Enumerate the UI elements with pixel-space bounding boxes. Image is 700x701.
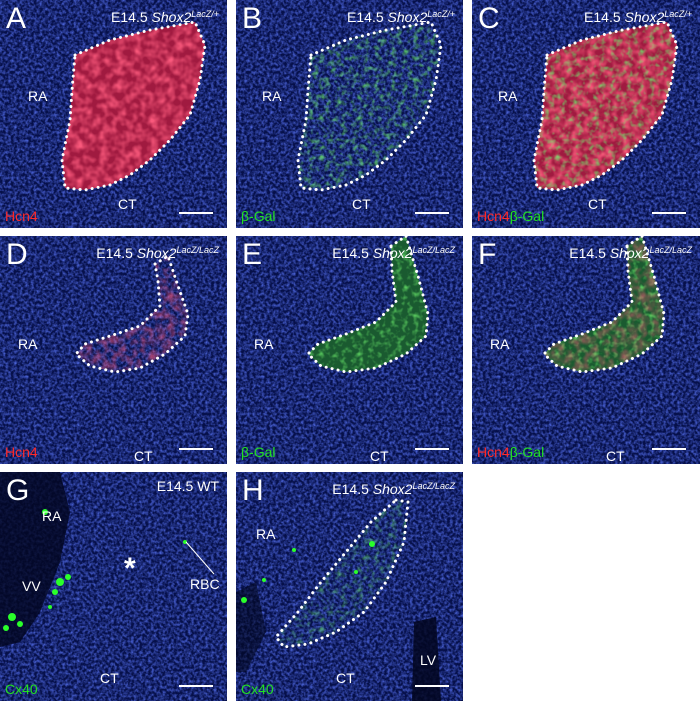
stain-label: Hcn4 [5, 208, 38, 224]
panel-b-micrograph [236, 0, 463, 228]
panel-e: E E14.5 Shox2LacZ/LacZ RA CT β-Gal [236, 236, 463, 464]
panel-letter: A [6, 2, 27, 35]
label-ct: CT [606, 448, 625, 464]
label-ra: RA [18, 336, 38, 352]
cx40-signal [3, 509, 187, 631]
scale-bar [415, 212, 449, 214]
stain-label: β-Gal [241, 444, 276, 460]
label-ct: CT [336, 670, 355, 686]
panel-title: E14.5 Shox2LacZ/LacZ [569, 245, 692, 261]
stain-label: Hcn4β-Gal [477, 444, 545, 460]
scale-bar [179, 212, 213, 214]
label-rbc: RBC [190, 576, 220, 592]
panel-f: F E14.5 Shox2LacZ/LacZ RA CT Hcn4β-Gal [472, 236, 700, 464]
panel-g: G E14.5 WT RA VV RBC CT * Cx40 [0, 472, 227, 701]
outline-path [541, 236, 666, 374]
panel-a: A E14.5 Shox2LacZ/+ RA CT Hcn4 [0, 0, 227, 228]
scale-bar [652, 448, 686, 450]
outline-path [532, 20, 679, 192]
panel-letter: H [242, 474, 264, 507]
panel-letter: F [478, 238, 497, 271]
panel-title: E14.5 Shox2LacZ/+ [347, 9, 455, 25]
scale-bar [652, 212, 686, 214]
label-ct: CT [118, 196, 137, 212]
scale-bar [415, 448, 449, 450]
stain-label: Hcn4 [5, 444, 38, 460]
panel-d-micrograph [0, 236, 227, 464]
stain-label: Cx40 [241, 681, 274, 697]
panel-title: E14.5 Shox2LacZ/LacZ [332, 481, 455, 497]
scale-bar [415, 685, 449, 687]
panel-letter: G [6, 474, 30, 507]
label-lv: LV [420, 652, 437, 668]
panel-c: C E14.5 Shox2LacZ/+ RA CT Hcn4β-Gal [472, 0, 700, 228]
label-ra: RA [28, 88, 48, 104]
cx40-signal [241, 541, 375, 603]
panel-h-micrograph [236, 472, 463, 701]
label-ct: CT [100, 670, 119, 686]
scale-bar [179, 448, 213, 450]
panel-b: B E14.5 Shox2LacZ/+ RA CT β-Gal [236, 0, 463, 228]
panel-c-micrograph [472, 0, 700, 228]
label-ra: RA [490, 336, 510, 352]
label-ra: RA [254, 336, 274, 352]
stain-label: Hcn4β-Gal [477, 208, 545, 224]
panel-title: E14.5 Shox2LacZ/LacZ [96, 245, 219, 261]
label-ct: CT [588, 196, 607, 212]
label-ra: RA [256, 526, 276, 542]
stain-label: β-Gal [241, 208, 276, 224]
outline-path [60, 20, 207, 192]
panel-f-micrograph [472, 236, 700, 464]
panel-e-micrograph [236, 236, 463, 464]
panel-h: H E14.5 Shox2LacZ/LacZ RA CT LV Cx40 [236, 472, 463, 701]
outline-path [305, 236, 430, 374]
outline-path [73, 253, 190, 374]
panel-a-micrograph [0, 0, 227, 228]
rbc-pointer-line [185, 541, 215, 575]
outline-path [274, 498, 410, 649]
panel-d: D E14.5 Shox2LacZ/LacZ RA CT Hcn4 [0, 236, 227, 464]
panel-title: E14.5 Shox2LacZ/+ [111, 9, 219, 25]
panel-title: E14.5 WT [156, 478, 219, 494]
panel-title: E14.5 Shox2LacZ/LacZ [332, 245, 455, 261]
label-ct: CT [352, 196, 371, 212]
scale-bar [179, 685, 213, 687]
panel-letter: B [242, 2, 263, 35]
label-ra: RA [498, 88, 518, 104]
label-vv: VV [22, 578, 41, 594]
label-ra: RA [262, 88, 282, 104]
panel-letter: C [478, 2, 500, 35]
panel-title: E14.5 Shox2LacZ/+ [584, 9, 692, 25]
outline-path [296, 20, 443, 192]
label-ct: CT [370, 448, 389, 464]
stain-label: Cx40 [5, 681, 38, 697]
asterisk-marker: * [124, 552, 136, 585]
label-ra: RA [42, 508, 62, 524]
panel-g-micrograph [0, 472, 227, 701]
label-ct: CT [134, 448, 153, 464]
panel-letter: E [242, 238, 263, 271]
panel-letter: D [6, 238, 28, 271]
